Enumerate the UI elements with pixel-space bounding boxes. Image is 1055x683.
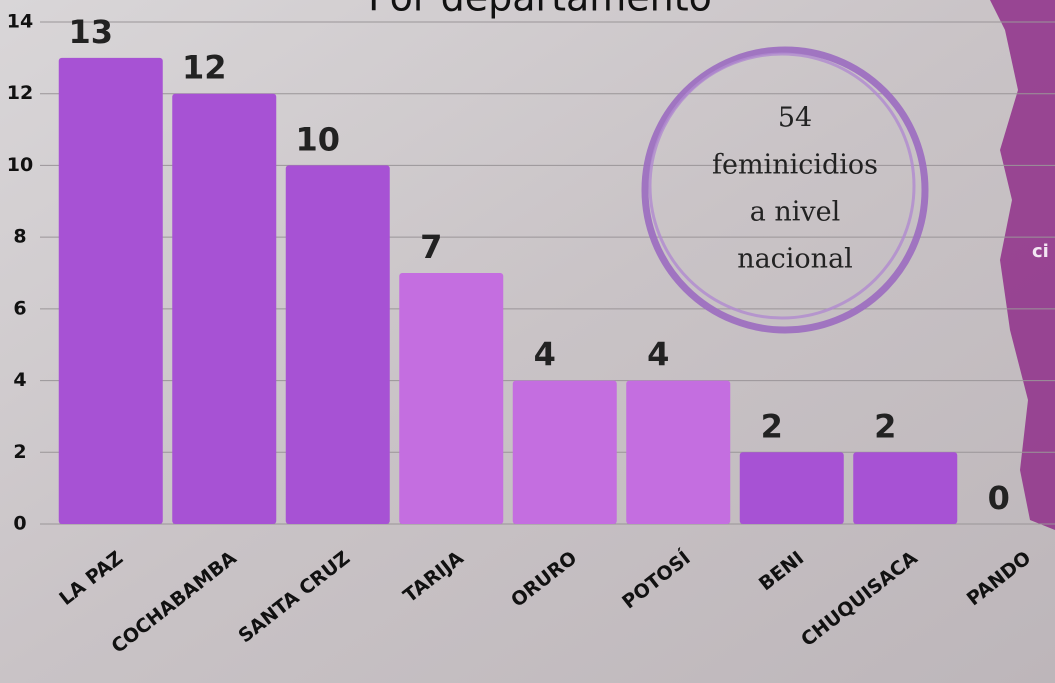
annotation-text: 54 [778,103,812,134]
data-label: 13 [68,13,113,51]
y-tick-label: 4 [13,369,26,391]
bar [399,273,503,524]
annotation-text: feminicidios [712,150,878,181]
y-tick-label: 2 [13,441,26,463]
bar [286,165,390,524]
y-tick-label: 8 [13,226,26,248]
bar [626,381,730,524]
y-tick-label: 6 [13,297,26,319]
data-label: 4 [534,336,556,374]
annotation-text: nacional [737,244,853,275]
data-label: 4 [647,336,669,374]
data-label: 0 [988,479,1010,517]
y-tick-label: 10 [7,154,33,176]
y-tick-label: 12 [7,82,33,104]
bar [853,452,957,524]
bar [740,452,844,524]
data-label: 7 [420,228,442,266]
bar [172,94,276,524]
bar [59,58,163,524]
bar [513,381,617,524]
data-label: 2 [761,407,783,445]
chart-title: Por departamento [368,0,712,20]
data-label: 2 [874,407,896,445]
annotation-text: a nivel [750,197,841,228]
data-label: 10 [295,120,340,158]
side-text: ci [1032,241,1049,262]
data-label: 12 [182,49,227,87]
chart: ci Por departamento 0246810121413LA PAZ1… [0,0,1055,683]
y-tick-label: 0 [13,513,26,535]
y-tick-label: 14 [7,11,33,33]
